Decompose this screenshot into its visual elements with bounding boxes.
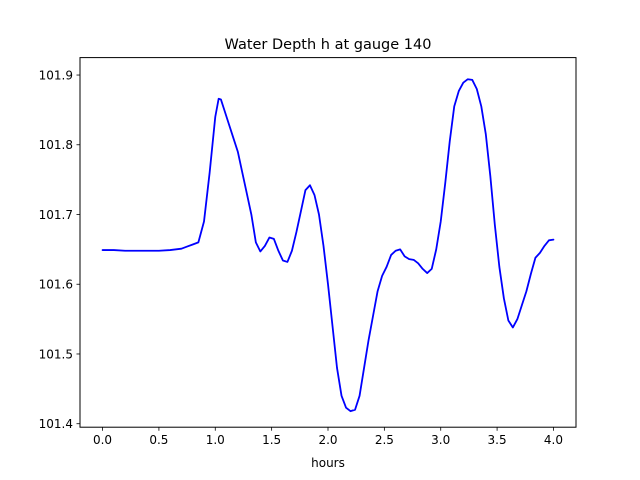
x-tick-label: 1.5 [262, 433, 281, 447]
x-tick-label: 1.0 [206, 433, 225, 447]
x-axis: 0.0 0.5 1.0 1.5 2.0 2.5 3.0 3.5 4.0 [93, 427, 563, 447]
y-tick-label: 101.5 [39, 347, 73, 361]
x-tick-label: 0.0 [93, 433, 112, 447]
y-axis: 101.4 101.5 101.6 101.7 101.8 101.9 [39, 68, 80, 431]
y-tick-label: 101.7 [39, 208, 73, 222]
chart-title: Water Depth h at gauge 140 [225, 37, 432, 53]
y-tick-label: 101.4 [39, 417, 73, 431]
x-tick-label: 2.5 [375, 433, 394, 447]
y-tick-label: 101.9 [39, 68, 73, 82]
y-tick-label: 101.6 [39, 278, 73, 292]
x-tick-label: 3.5 [488, 433, 507, 447]
plot-area [79, 57, 577, 428]
x-tick-label: 0.5 [149, 433, 168, 447]
x-tick-label: 3.0 [431, 433, 450, 447]
y-tick-label: 101.8 [39, 138, 73, 152]
x-tick-label: 2.0 [318, 433, 337, 447]
series-line [101, 78, 555, 413]
x-axis-label: hours [311, 456, 345, 470]
x-tick-label: 4.0 [544, 433, 563, 447]
plot-frame [79, 57, 577, 428]
series-layer [101, 78, 555, 413]
